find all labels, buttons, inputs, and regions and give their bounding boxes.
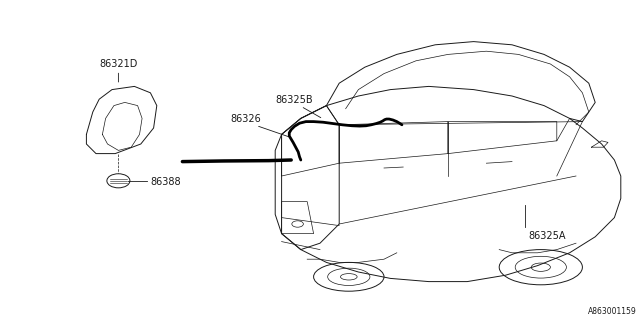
Text: 86321D: 86321D [99, 59, 138, 69]
Text: 86326: 86326 [230, 114, 261, 124]
Text: 86388: 86388 [150, 177, 181, 187]
Text: A863001159: A863001159 [588, 307, 637, 316]
Text: 86325B: 86325B [275, 95, 313, 105]
Text: 86325A: 86325A [529, 231, 566, 241]
